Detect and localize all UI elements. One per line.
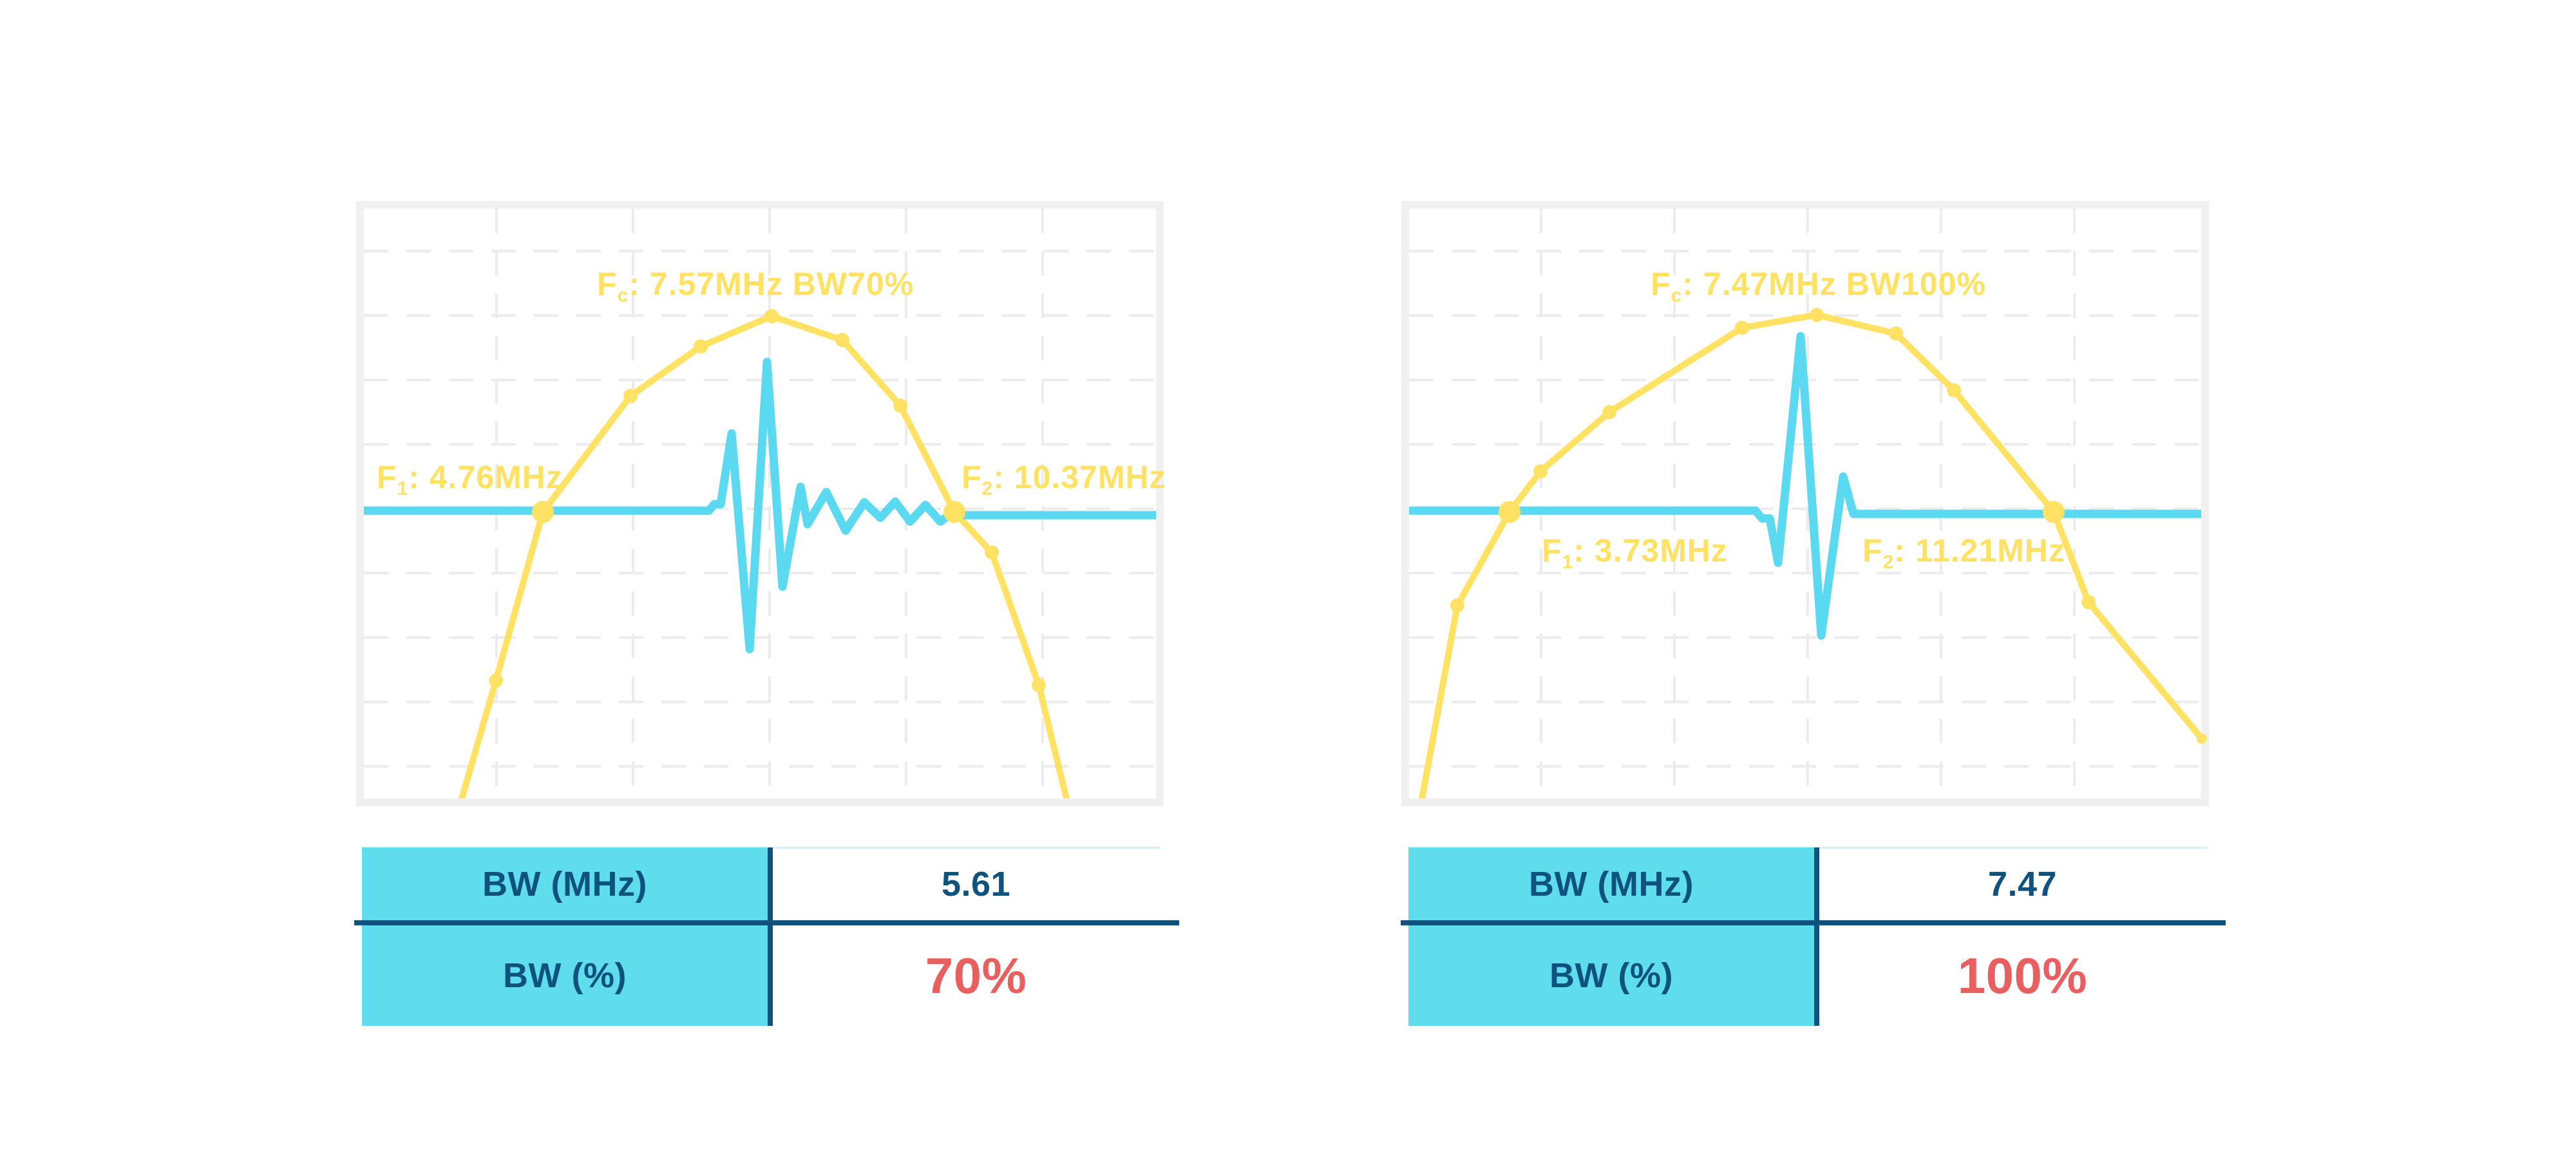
- chart-panel-70pct: Fc: 7.57MHz BW70% F1: 4.76MHz F2: 10.37M…: [356, 201, 1166, 806]
- fc-label-subscript: c: [617, 285, 629, 307]
- table-column-divider: [768, 847, 773, 1026]
- data-point-marker: [943, 501, 965, 523]
- chart-frame: [356, 201, 1164, 806]
- data-point-marker: [1810, 308, 1824, 322]
- f2-label-subscript: 2: [981, 478, 994, 500]
- f1-label-value: : 3.73MHz: [1573, 533, 1728, 569]
- data-point-marker: [1450, 598, 1464, 612]
- spectrum-curve: [459, 313, 1070, 802]
- data-point-marker: [835, 333, 849, 347]
- f1-annotation: F1: 3.73MHz: [1542, 533, 1728, 572]
- f1-label-subscript: 1: [397, 478, 409, 500]
- table-row-label: BW (%): [503, 956, 627, 995]
- data-point-marker: [1499, 501, 1520, 523]
- table-row-value-highlight: 70%: [925, 947, 1027, 1004]
- table-row-value-highlight: 100%: [1957, 947, 2088, 1004]
- data-point-marker: [1533, 464, 1548, 478]
- table-header-column: [362, 847, 768, 1026]
- table-column-divider: [1814, 847, 1819, 1026]
- data-point-marker: [764, 309, 779, 323]
- data-point-marker: [623, 389, 638, 403]
- pulse-waveform: [359, 357, 1160, 654]
- fc-label-value: : 7.57MHz BW70%: [629, 266, 914, 302]
- table-row-value: 7.47: [1987, 864, 2058, 903]
- f1-label-subscript: 1: [1562, 551, 1574, 573]
- spectrum-chart-100pct: [1401, 201, 2209, 806]
- chart-panel-100pct: Fc: 7.47MHz BW100% F1: 3.73MHz F2: 11.21…: [1401, 201, 2209, 806]
- table-header-column: [1408, 847, 1814, 1026]
- fc-label-text: F: [1651, 266, 1671, 302]
- data-point-marker: [1889, 326, 1903, 341]
- f2-label-value: : 11.21MHz: [1894, 533, 2065, 569]
- f2-annotation: F2: 11.21MHz: [1862, 533, 2065, 572]
- table-row-value: 5.61: [941, 864, 1011, 903]
- data-point-marker: [2081, 595, 2096, 609]
- table-row-divider: [354, 920, 1179, 925]
- bw-table-70pct: BW (MHz) BW (%) 5.61 70%: [354, 844, 1185, 1037]
- f1-label-value: : 4.76MHz: [408, 459, 563, 495]
- data-point-marker: [2043, 501, 2065, 523]
- pulse-waveform: [1405, 332, 2206, 640]
- table-row-label: BW (MHz): [482, 864, 647, 903]
- data-point-marker: [694, 339, 708, 354]
- data-point-marker: [1032, 678, 1046, 692]
- table-row-label: BW (%): [1549, 956, 1673, 995]
- table-row-divider: [1401, 920, 2226, 925]
- data-point-marker: [985, 545, 999, 560]
- bw-table-100pct: BW (MHz) BW (%) 7.47 100%: [1401, 844, 2231, 1037]
- f2-label-value: : 10.37MHz: [993, 459, 1166, 495]
- table-row-label: BW (MHz): [1529, 864, 1694, 903]
- f2-label-subscript: 2: [1882, 551, 1895, 573]
- data-point-marker: [1947, 383, 1961, 397]
- f1-annotation: F1: 4.76MHz: [377, 459, 563, 498]
- data-point-marker: [489, 674, 503, 688]
- data-point-marker: [2197, 733, 2207, 744]
- spectrum-chart-70pct: [356, 201, 1164, 806]
- f1-label-text: F: [1542, 533, 1562, 569]
- f2-annotation: F2: 10.37MHz: [961, 459, 1166, 498]
- fc-label-subscript: c: [1671, 285, 1683, 307]
- f2-label-text: F: [1862, 533, 1883, 569]
- data-point-marker: [1602, 405, 1616, 419]
- fc-label-text: F: [597, 266, 618, 302]
- f1-label-text: F: [377, 459, 397, 495]
- data-point-marker: [532, 501, 554, 523]
- chart-frame: [1401, 201, 2209, 806]
- fc-annotation: Fc: 7.57MHz BW70%: [597, 266, 914, 305]
- f2-label-text: F: [961, 459, 982, 495]
- data-point-marker: [893, 399, 907, 413]
- fc-label-value: : 7.47MHz BW100%: [1682, 266, 1986, 302]
- fc-annotation: Fc: 7.47MHz BW100%: [1651, 266, 1986, 305]
- data-point-marker: [1735, 321, 1749, 335]
